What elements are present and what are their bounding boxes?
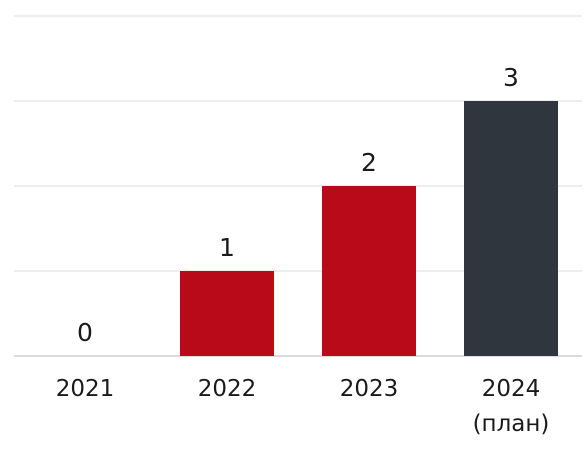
data-label-2022: 1 [219, 233, 235, 262]
x-axis: 2021 2022 2023 2024 (план) [56, 376, 550, 437]
x-tick-label-2022: 2022 [198, 376, 257, 402]
x-tick-sublabel-2024: (план) [473, 411, 550, 437]
x-tick-label-2023: 2023 [340, 376, 399, 402]
x-tick-label-2021: 2021 [56, 376, 115, 402]
bar-2024 [464, 101, 558, 356]
bar-2022 [180, 271, 274, 356]
bar-2023 [322, 186, 416, 356]
data-label-2021: 0 [77, 318, 93, 347]
data-label-2024: 3 [503, 63, 519, 92]
bars [180, 101, 558, 356]
data-labels: 0 1 2 3 [77, 63, 519, 347]
data-label-2023: 2 [361, 148, 377, 177]
x-tick-label-2024: 2024 [482, 376, 541, 402]
